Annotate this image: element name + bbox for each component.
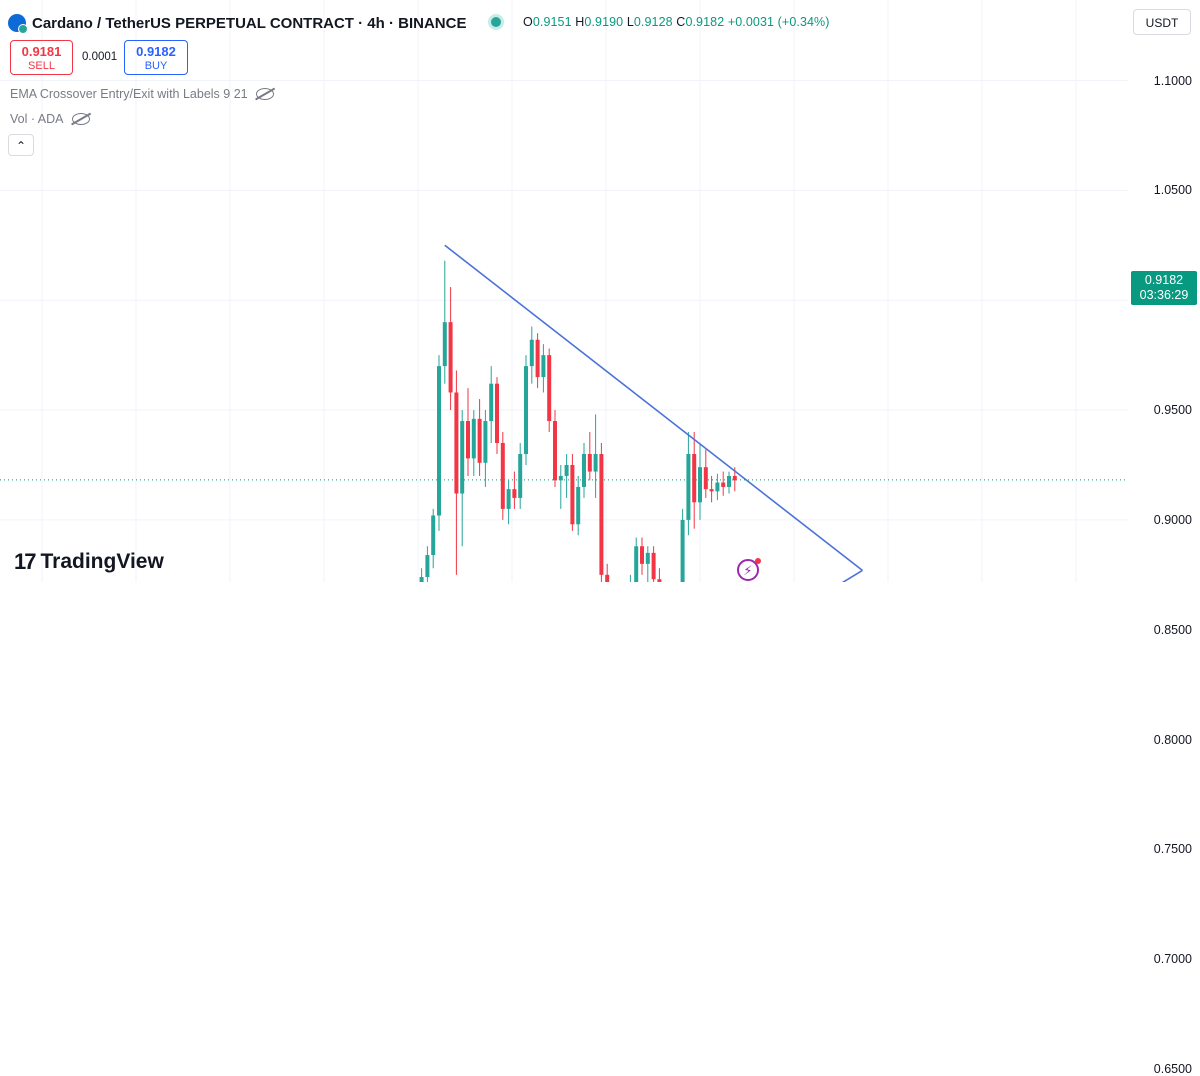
candle-body — [547, 355, 552, 422]
candle-body — [460, 421, 465, 494]
candle-body — [703, 467, 708, 490]
price-tick-label: 0.8000 — [1153, 732, 1192, 747]
hide-eye-icon[interactable] — [255, 88, 274, 100]
candle-body — [518, 453, 523, 498]
chart-area[interactable] — [0, 0, 1128, 582]
candle-body — [680, 519, 685, 582]
indicator-ema[interactable]: EMA Crossover Entry/Exit with Labels 9 2… — [10, 87, 274, 101]
price-tick-label: 0.9000 — [1153, 512, 1192, 527]
indicator-ema-label: EMA Crossover Entry/Exit with Labels 9 2… — [10, 87, 248, 101]
price-tick-label: 0.7000 — [1153, 952, 1192, 967]
candle-body — [489, 383, 494, 422]
candle-body — [471, 418, 476, 459]
candle-body — [645, 552, 650, 564]
candle-body — [558, 475, 563, 481]
candle-body — [582, 453, 586, 487]
candle-body — [640, 546, 644, 564]
candle-body — [442, 322, 447, 367]
candle-body — [495, 383, 499, 444]
candle-body — [437, 366, 441, 516]
open-label: O — [523, 15, 533, 29]
close-value: 0.9182 — [685, 15, 725, 29]
candle-body — [553, 421, 557, 481]
candle-body — [483, 421, 488, 463]
current-price-label: 0.9182 03:36:29 — [1131, 271, 1197, 305]
candle-body — [692, 453, 697, 503]
currency-button[interactable]: USDT — [1133, 9, 1191, 35]
indicator-volume-label: Vol · ADA — [10, 112, 64, 126]
candle-body — [721, 482, 726, 487]
sell-button[interactable]: 0.9181 SELL — [10, 40, 73, 75]
candle-body — [587, 453, 592, 472]
price-tick-label: 0.6500 — [1153, 1062, 1192, 1076]
candle-body — [634, 546, 639, 582]
candle-body — [686, 453, 691, 520]
sell-label: SELL — [28, 60, 55, 72]
candle-body — [425, 555, 430, 578]
candle-body — [599, 453, 604, 575]
candle-body — [564, 464, 569, 476]
candle-countdown: 03:36:29 — [1139, 288, 1189, 302]
low-label: L — [626, 15, 634, 29]
candle-body — [576, 486, 581, 525]
tradingview-logo-text: TradingView — [40, 550, 164, 573]
candle-body — [709, 489, 714, 492]
buy-label: BUY — [144, 60, 168, 72]
open-value: 0.9151 — [532, 15, 572, 29]
candle-body — [529, 339, 534, 367]
price-tick-label: 0.8500 — [1153, 622, 1192, 637]
candle-body — [454, 392, 459, 494]
price-tick-label: 0.7500 — [1153, 842, 1192, 857]
candle-body — [541, 355, 546, 378]
cardano-logo-icon — [8, 14, 28, 34]
buy-price: 0.9182 — [136, 44, 176, 59]
lightning-icon[interactable]: ⚡ — [737, 558, 761, 581]
candle-body — [727, 475, 731, 487]
price-tick-label: 1.1000 — [1153, 73, 1192, 88]
indicator-volume[interactable]: Vol · ADA — [10, 112, 90, 126]
chart-svg[interactable] — [0, 0, 1128, 582]
buy-button[interactable]: 0.9182 BUY — [124, 40, 188, 75]
high-label: H — [575, 15, 585, 29]
tradingview-mark-icon: 17 — [14, 549, 37, 574]
price-tick-label: 1.0500 — [1153, 183, 1192, 198]
candle-body — [512, 489, 517, 498]
candle-body — [431, 515, 436, 556]
symbol-header[interactable]: Cardano / TetherUS PERPETUAL CONTRACT · … — [8, 12, 466, 34]
candle-body — [605, 574, 610, 582]
candle-body — [500, 443, 505, 509]
candle-body — [657, 579, 662, 582]
trendline-descending-resistance — [444, 244, 863, 572]
candle-body — [651, 552, 656, 580]
hide-eye-icon[interactable] — [71, 113, 90, 125]
current-price-value: 0.9182 — [1144, 273, 1184, 287]
spread-value: 0.0001 — [82, 51, 118, 63]
candle-body — [524, 366, 528, 454]
candle-body — [419, 577, 424, 582]
candle-body — [570, 464, 575, 525]
collapse-legend-button[interactable]: ⌃ — [8, 134, 34, 156]
tradingview-logo[interactable]: 17 TradingView — [14, 549, 164, 575]
low-value: 0.9128 — [633, 15, 673, 29]
close-label: C — [676, 15, 686, 29]
candle-body — [698, 467, 702, 503]
candle-body — [593, 453, 598, 472]
market-open-icon — [491, 17, 501, 27]
candle-body — [506, 489, 511, 509]
candle-body — [477, 418, 482, 463]
candle-body — [732, 475, 737, 481]
price-tick-label: 0.9500 — [1153, 403, 1192, 418]
sell-price: 0.9181 — [21, 44, 62, 59]
candle-body — [715, 482, 720, 492]
symbol-title[interactable]: Cardano / TetherUS PERPETUAL CONTRACT · … — [32, 14, 467, 32]
ohlc-readout: O0.9151 H0.9190 L0.9128 C0.9182 +0.0031 … — [523, 15, 830, 29]
candle-body — [448, 322, 453, 393]
high-value: 0.9190 — [584, 15, 624, 29]
change-value: +0.0031 (+0.34%) — [727, 15, 830, 29]
candle-body — [466, 421, 470, 459]
candle-body — [535, 339, 540, 378]
